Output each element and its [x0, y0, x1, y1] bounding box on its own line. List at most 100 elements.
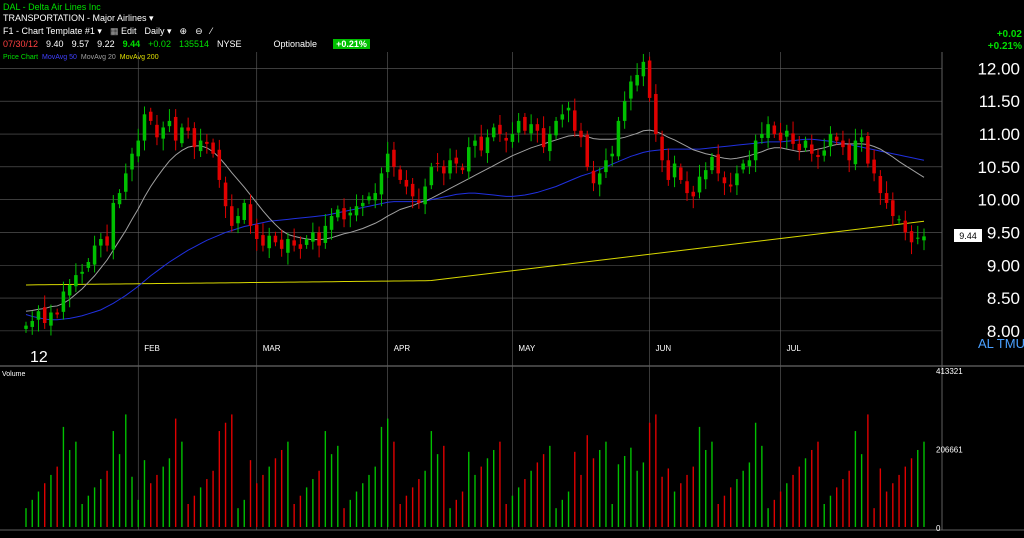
candle-body [703, 170, 708, 180]
quote-date: 07/30/12 [3, 39, 39, 49]
candle-body [354, 206, 359, 216]
candle-body [292, 240, 296, 246]
candle-body [304, 239, 309, 245]
candle-body [385, 153, 390, 173]
candle-body [398, 169, 402, 180]
candle-body [809, 144, 814, 154]
right-glyphs: AL TMU [978, 336, 1024, 351]
zoom-in-icon[interactable]: ⊕ [179, 26, 188, 36]
legend-ma50[interactable]: MovAvg 50 [42, 54, 77, 61]
candle-body [373, 193, 377, 201]
candle-body [778, 132, 783, 141]
candle-body [379, 173, 384, 195]
legend-ma20[interactable]: MovAvg 20 [80, 54, 116, 61]
candle-body [273, 235, 278, 243]
chart-title: DAL - Delta Air Lines Inc [3, 2, 101, 12]
period-dropdown[interactable]: Daily ▾ [144, 26, 171, 36]
candle-body [735, 173, 739, 186]
candle-body [254, 224, 259, 240]
candle-body [591, 170, 596, 184]
candle-body [691, 191, 696, 197]
zoom-out-icon[interactable]: ⊖ [195, 26, 203, 36]
candle-body [279, 239, 284, 249]
candle-body [535, 124, 540, 131]
candle-body [610, 153, 614, 157]
month-label: APR [394, 344, 411, 353]
candle-body [510, 134, 515, 142]
volume-tick-label: 206661 [936, 445, 963, 454]
candle-body [298, 244, 303, 249]
candle-body [99, 239, 103, 246]
candle-body [654, 93, 658, 135]
candle-body [710, 156, 714, 171]
price-tick-label: 12.00 [977, 59, 1020, 78]
legend-price-chart[interactable]: Price Chart [3, 54, 39, 61]
candle-body [884, 193, 889, 203]
candle-body [86, 261, 91, 268]
candle-body [167, 120, 172, 127]
candle-body [853, 140, 858, 165]
candle-body [336, 209, 340, 218]
candle-body [585, 134, 590, 167]
candle-body [74, 275, 78, 287]
chevron-down-icon: ▾ [97, 26, 102, 36]
candle-body [529, 124, 533, 134]
candle-body [392, 149, 396, 167]
candle-body [311, 232, 315, 242]
candle-body [841, 140, 845, 148]
candle-body [541, 128, 546, 148]
candle-body [604, 160, 608, 173]
candle-body [554, 120, 558, 136]
candle-body [903, 220, 908, 233]
edit-button[interactable]: ▦ Edit [110, 26, 137, 36]
candle-body [80, 271, 84, 274]
candle-body [180, 127, 184, 144]
candle-body [560, 114, 565, 120]
quote-exchange: NYSE [217, 39, 242, 49]
candle-body [423, 186, 427, 205]
candle-body [61, 291, 66, 312]
candle-body [722, 177, 727, 184]
template-label: F1 - Chart Template #1 [3, 26, 95, 36]
candle-body [329, 216, 334, 230]
candle-body [205, 141, 209, 144]
candle-body [685, 181, 689, 194]
candle-body [772, 125, 777, 135]
sector-dropdown[interactable]: TRANSPORTATION - Major Airlines ▾ [3, 13, 154, 23]
candle-body [573, 110, 577, 131]
candle-body [360, 202, 365, 207]
candle-body [891, 200, 895, 217]
candle-body [36, 311, 41, 320]
candle-body [785, 130, 789, 137]
candle-body [286, 239, 290, 253]
candle-body [747, 160, 752, 167]
candle-body [161, 127, 165, 139]
candle-body [897, 219, 901, 221]
candle-body [105, 236, 109, 246]
candle-body [716, 154, 720, 174]
chevron-down-icon: ▾ [167, 26, 172, 36]
date-axis: 12 FEB MAR APR MAY JUN JUL [30, 344, 801, 366]
candle-body [498, 124, 502, 135]
candle-body [261, 235, 265, 246]
pct-change-badge: +0.21% [333, 39, 370, 49]
candle-body [211, 142, 215, 154]
candle-body [672, 163, 677, 178]
month-label: JUN [656, 344, 672, 353]
candle-body [916, 237, 920, 239]
ma200-path [25, 220, 925, 286]
candle-body [242, 202, 247, 220]
candle-body [410, 183, 415, 197]
legend-ma200[interactable]: MovAvg 200 [119, 54, 159, 61]
price-tick-label: 8.00 [987, 322, 1020, 341]
ma20-path [25, 129, 925, 312]
candle-body [479, 136, 483, 151]
draw-tool-icon[interactable]: ⁄ [210, 26, 213, 36]
candle-body [148, 111, 153, 121]
template-dropdown[interactable]: F1 - Chart Template #1 ▾ [3, 26, 102, 36]
candle-body [198, 140, 203, 152]
candle-body [635, 74, 639, 86]
price-tick-label: 10.50 [977, 158, 1020, 177]
month-label: FEB [144, 344, 160, 353]
